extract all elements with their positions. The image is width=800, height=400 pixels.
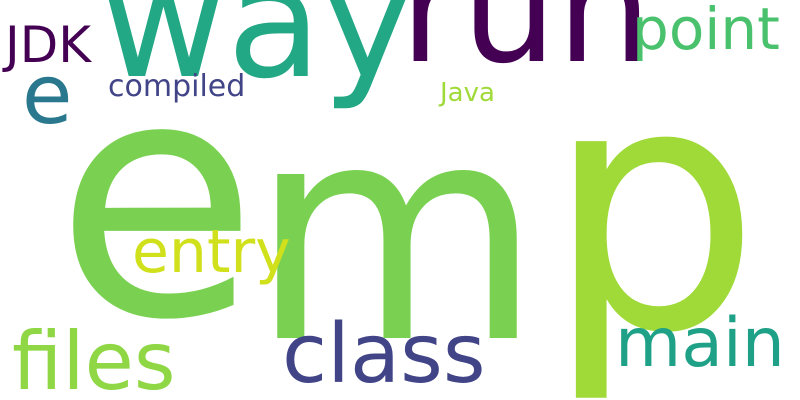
word-e-small: e — [22, 48, 73, 143]
word-files: files — [12, 315, 176, 400]
word-m-large: m — [250, 60, 543, 400]
word-jdk: JDK — [5, 16, 92, 74]
word-entry: entry — [132, 217, 291, 287]
word-way: way — [100, 0, 414, 113]
word-e-large: e — [55, 8, 259, 392]
word-class: class — [282, 307, 486, 400]
word-main: main — [615, 304, 785, 383]
word-run: run — [400, 0, 652, 97]
word-java: Java — [440, 78, 495, 108]
word-p-large: p — [545, 12, 761, 400]
word-point: point — [632, 0, 780, 63]
word-compiled: compiled — [108, 69, 246, 104]
